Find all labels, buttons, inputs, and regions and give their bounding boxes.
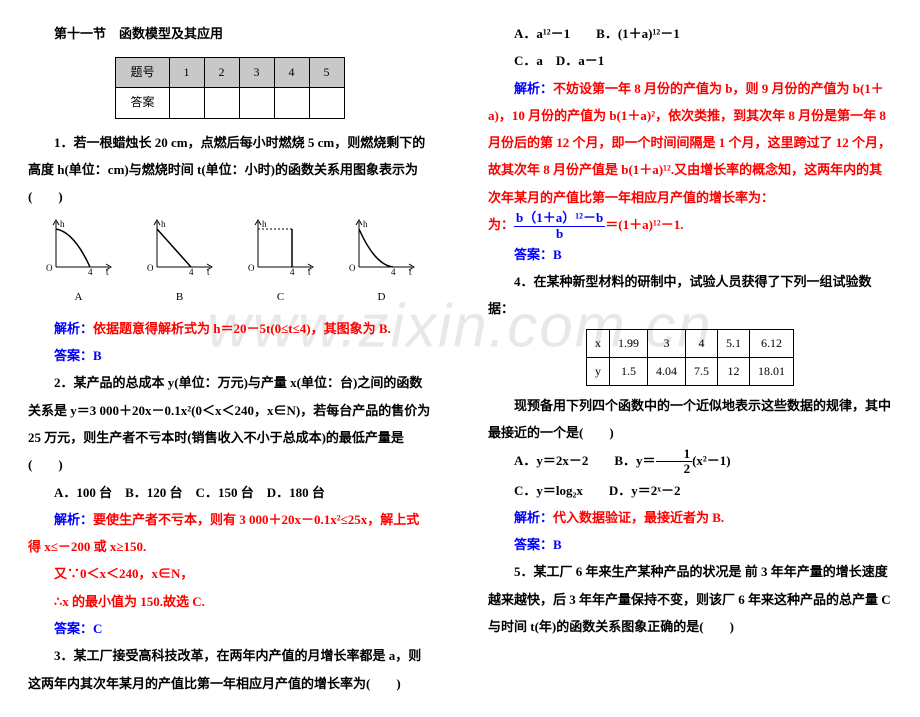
answer-label: 答案： <box>514 537 553 552</box>
cell: 4 <box>686 329 718 357</box>
answer-sheet-table: 题号 1 2 3 4 5 答案 <box>115 57 344 118</box>
q4-optB-tail: (x²－1) <box>692 453 731 468</box>
q4-text2: 现预备用下列四个函数中的一个近似地表示这些数据的规律，其中最接近的一个是( ) <box>488 392 892 447</box>
graph-d: Oht4 D <box>347 217 417 309</box>
q4-opt-ab: A．y＝2x－2 B．y＝12(x²－1) <box>488 447 892 477</box>
graph-c: Oht4 C <box>246 217 316 309</box>
q1-answer-value: B <box>93 348 102 363</box>
q3-answer: 答案：B <box>488 241 892 268</box>
q5-text: 5．某工厂 6 年来生产某种产品的状况是 前 3 年年产量的增长速度越来越快，后… <box>488 558 892 640</box>
q2-answer: 答案：C <box>28 615 432 642</box>
th-1: 1 <box>169 58 204 88</box>
th-4: 4 <box>274 58 309 88</box>
svg-text:h: h <box>60 219 65 229</box>
svg-text:4: 4 <box>88 267 93 277</box>
q1-graphs: Oht4 A Oht4 B Oht4 C Oht4 D <box>28 217 432 309</box>
th-3: 3 <box>239 58 274 88</box>
th-label: 题号 <box>116 58 169 88</box>
q3-answer-value: B <box>553 247 562 262</box>
svg-text:h: h <box>161 219 166 229</box>
cell: 4.04 <box>648 357 686 385</box>
td-4 <box>274 88 309 118</box>
svg-text:O: O <box>147 263 154 273</box>
q3-analysis: 解析：不妨设第一年 8 月份的产值为 b，则 9 月份的产值为 b(1＋a)，1… <box>488 75 892 211</box>
th-2: 2 <box>204 58 239 88</box>
q4-answer: 答案：B <box>488 531 892 558</box>
q4-optB-frac: 12 <box>656 447 693 477</box>
cell: 18.01 <box>750 357 794 385</box>
frac-den: b <box>514 227 605 241</box>
analysis-label: 解析： <box>514 81 553 96</box>
q2-opts: A．100 台 B．120 台 C．150 台 D．180 台 <box>28 479 432 506</box>
cell: 1.99 <box>610 329 648 357</box>
graph-b: Oht4 B <box>145 217 215 309</box>
th-5: 5 <box>309 58 344 88</box>
q2-text: 2．某产品的总成本 y(单位：万元)与产量 x(单位：台)之间的函数关系是 y＝… <box>28 369 432 478</box>
q2-analysis2: 又∵0＜x＜240，x∈N， <box>28 560 432 587</box>
td-label: 答案 <box>116 88 169 118</box>
graph-a: Oht4 A <box>44 217 114 309</box>
graph-b-label: B <box>145 286 215 309</box>
q2-analysis3: ∴x 的最小值为 150.故选 C. <box>28 588 432 615</box>
q3-frac-line: 为：b（1＋a）¹²－bb＝(1＋a)¹²－1. <box>488 211 892 241</box>
q4-text: 4．在某种新型材料的研制中，试验人员获得了下列一组试验数据： <box>488 268 892 323</box>
q1-analysis: 解析：依据题意得解析式为 h＝20－5t(0≤t≤4)，其图象为 B. <box>28 315 432 342</box>
cell: x <box>587 329 610 357</box>
cell: 3 <box>648 329 686 357</box>
cell: 12 <box>718 357 750 385</box>
svg-text:h: h <box>262 219 267 229</box>
td-1 <box>169 88 204 118</box>
analysis-label: 解析： <box>514 510 553 525</box>
graph-c-label: C <box>246 286 316 309</box>
q3-opts1: A．a¹²－1 B．(1＋a)¹²－1 <box>488 20 892 47</box>
answer-label: 答案： <box>54 348 93 363</box>
right-column: A．a¹²－1 B．(1＋a)¹²－1 C．a D．a－1 解析：不妨设第一年 … <box>460 0 920 717</box>
frac-den: 2 <box>656 462 693 476</box>
q4-analysis: 解析：代入数据验证，最接近者为 B. <box>488 504 892 531</box>
svg-text:4: 4 <box>290 267 295 277</box>
answer-label: 答案： <box>54 621 93 636</box>
cell: 5.1 <box>718 329 750 357</box>
cell: 7.5 <box>686 357 718 385</box>
frac-num: b（1＋a）¹²－b <box>514 211 605 226</box>
svg-text:O: O <box>248 263 255 273</box>
frac-prefix: 为： <box>488 217 514 232</box>
cell: 1.5 <box>610 357 648 385</box>
left-column: 第十一节 函数模型及其应用 题号 1 2 3 4 5 答案 1．若一根蜡烛长 2… <box>0 0 460 717</box>
q1-answer: 答案：B <box>28 342 432 369</box>
section-title: 第十一节 函数模型及其应用 <box>28 20 432 47</box>
graph-a-label: A <box>44 286 114 309</box>
frac-num: 1 <box>656 447 693 462</box>
q3-opts2: C．a D．a－1 <box>488 47 892 74</box>
q4-answer-value: B <box>553 537 562 552</box>
q3-fraction: b（1＋a）¹²－bb <box>514 211 605 241</box>
svg-text:O: O <box>349 263 356 273</box>
q1-text: 1．若一根蜡烛长 20 cm，点燃后每小时燃烧 5 cm，则燃烧剩下的高度 h(… <box>28 129 432 211</box>
svg-text:h: h <box>363 219 368 229</box>
svg-text:O: O <box>46 263 53 273</box>
page-container: 第十一节 函数模型及其应用 题号 1 2 3 4 5 答案 1．若一根蜡烛长 2… <box>0 0 920 717</box>
svg-text:4: 4 <box>391 267 396 277</box>
cell: y <box>587 357 610 385</box>
q3-analysis2-text: ＝(1＋a)¹²－1. <box>605 217 683 232</box>
analysis-label: 解析： <box>54 512 93 527</box>
q4-opt-cd: C．y＝log₂x D．y＝2ˣ－2 <box>488 477 892 504</box>
td-3 <box>239 88 274 118</box>
svg-text:4: 4 <box>189 267 194 277</box>
q1-analysis-text: 依据题意得解析式为 h＝20－5t(0≤t≤4)，其图象为 B. <box>93 321 391 336</box>
q2-answer-value: C <box>93 621 102 636</box>
q3-analysis1-text: 不妨设第一年 8 月份的产值为 b，则 9 月份的产值为 b(1＋a)，10 月… <box>488 81 891 205</box>
td-2 <box>204 88 239 118</box>
q4-optA: A．y＝2x－2 B．y＝ <box>514 453 656 468</box>
q4-data-table: x 1.99 3 4 5.1 6.12 y 1.5 4.04 7.5 12 18… <box>586 329 794 386</box>
q2-analysis1: 解析：要使生产者不亏本，则有 3 000＋20x－0.1x²≤25x，解上式得 … <box>28 506 432 561</box>
graph-d-label: D <box>347 286 417 309</box>
answer-label: 答案： <box>514 247 553 262</box>
cell: 6.12 <box>750 329 794 357</box>
q4-analysis-text: 代入数据验证，最接近者为 B. <box>553 510 724 525</box>
analysis-label: 解析： <box>54 321 93 336</box>
td-5 <box>309 88 344 118</box>
